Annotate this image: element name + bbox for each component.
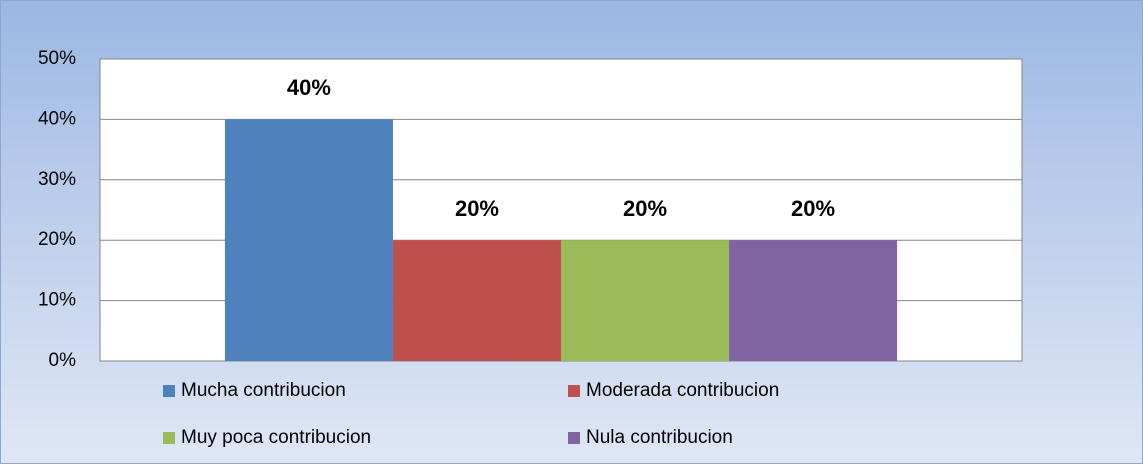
- y-tick-label: 10%: [38, 290, 76, 311]
- bar: [561, 240, 730, 361]
- legend-label: Nula contribucion: [586, 427, 733, 448]
- data-label: 20%: [791, 196, 835, 221]
- legend-swatch: [568, 385, 580, 397]
- legend-label: Moderada contribucion: [586, 380, 779, 401]
- y-tick-label: 40%: [38, 108, 76, 129]
- y-tick-label: 0%: [49, 350, 77, 371]
- bar: [392, 240, 561, 361]
- legend-swatch: [163, 385, 175, 397]
- data-label: 20%: [623, 196, 667, 221]
- data-label: 40%: [287, 75, 331, 100]
- y-tick-label: 30%: [38, 169, 76, 190]
- data-label: 20%: [455, 196, 499, 221]
- bar: [729, 240, 898, 361]
- legend-swatch: [568, 432, 580, 444]
- legend-label: Muy poca contribucion: [181, 427, 371, 448]
- y-tick-label: 50%: [38, 48, 76, 69]
- legend-swatch: [163, 432, 175, 444]
- bar: [224, 119, 393, 362]
- legend-label: Mucha contribucion: [181, 380, 346, 401]
- y-tick-label: 20%: [38, 229, 76, 250]
